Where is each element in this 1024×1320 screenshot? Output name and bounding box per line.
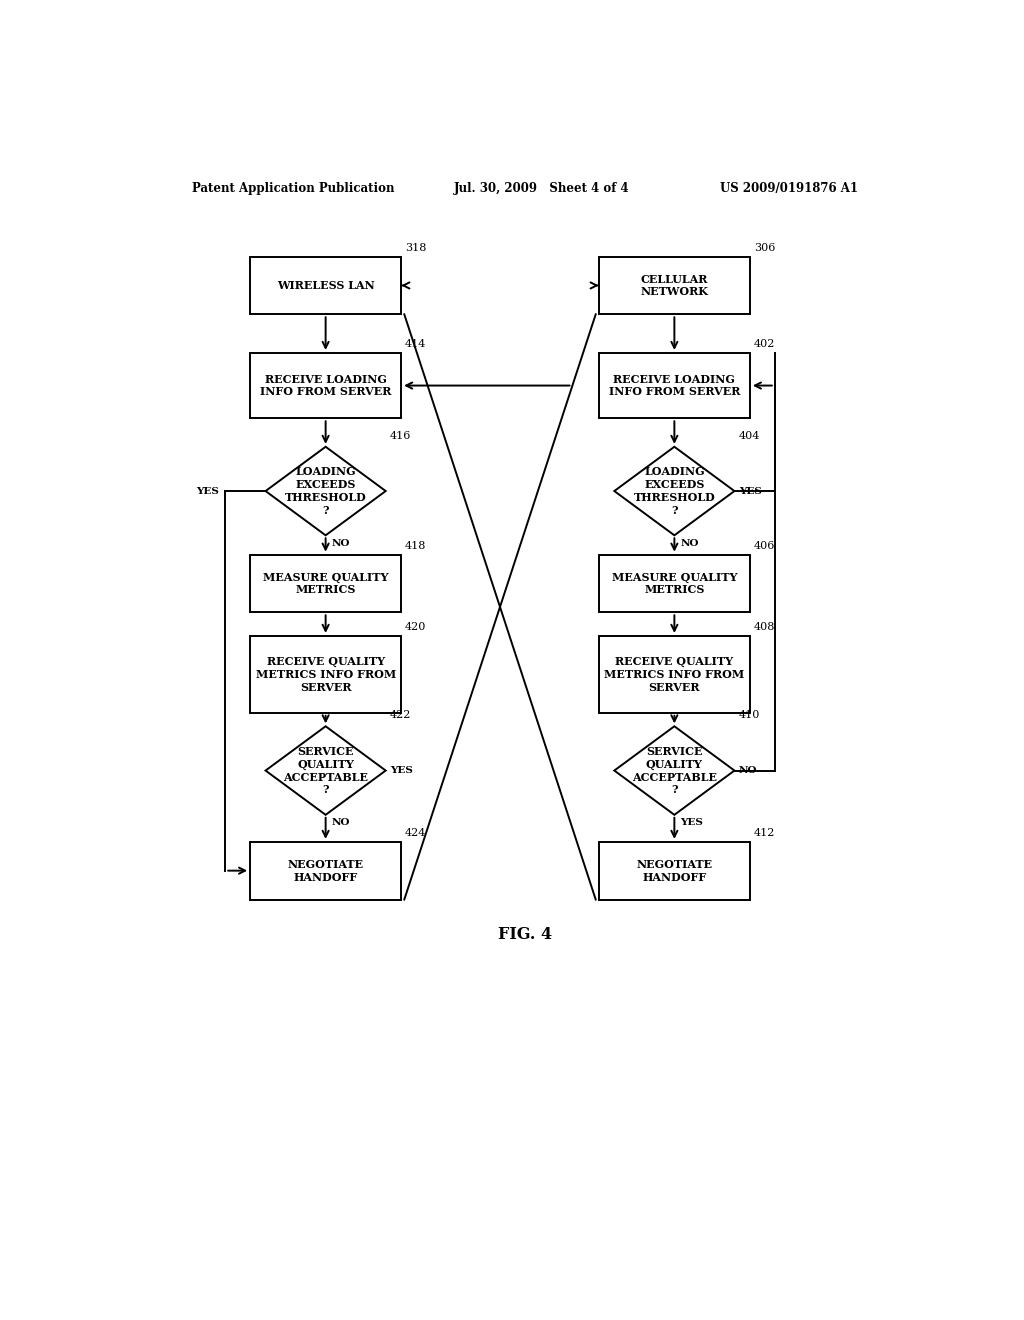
Text: NO: NO <box>332 539 350 548</box>
Text: WIRELESS LAN: WIRELESS LAN <box>276 280 375 290</box>
Text: MEASURE QUALITY
METRICS: MEASURE QUALITY METRICS <box>611 572 737 595</box>
Bar <box>599 256 750 314</box>
Text: 318: 318 <box>406 243 426 252</box>
Text: 420: 420 <box>406 622 426 632</box>
Text: Jul. 30, 2009   Sheet 4 of 4: Jul. 30, 2009 Sheet 4 of 4 <box>454 182 629 194</box>
Bar <box>599 352 750 418</box>
Text: SERVICE
QUALITY
ACCEPTABLE
?: SERVICE QUALITY ACCEPTABLE ? <box>283 746 368 796</box>
Text: 406: 406 <box>754 541 775 550</box>
Text: 404: 404 <box>738 430 760 441</box>
Text: LOADING
EXCEEDS
THRESHOLD
?: LOADING EXCEEDS THRESHOLD ? <box>634 466 715 516</box>
Text: 422: 422 <box>389 710 411 721</box>
Text: NEGOTIATE
HANDOFF: NEGOTIATE HANDOFF <box>288 859 364 883</box>
Text: MEASURE QUALITY
METRICS: MEASURE QUALITY METRICS <box>263 572 388 595</box>
Text: FIG. 4: FIG. 4 <box>498 927 552 944</box>
Text: LOADING
EXCEEDS
THRESHOLD
?: LOADING EXCEEDS THRESHOLD ? <box>285 466 367 516</box>
Bar <box>250 352 401 418</box>
Text: 402: 402 <box>754 339 775 348</box>
Text: 408: 408 <box>754 622 775 632</box>
Text: SERVICE
QUALITY
ACCEPTABLE
?: SERVICE QUALITY ACCEPTABLE ? <box>632 746 717 796</box>
Text: RECEIVE QUALITY
METRICS INFO FROM
SERVER: RECEIVE QUALITY METRICS INFO FROM SERVER <box>604 656 744 693</box>
Text: NO: NO <box>332 818 350 828</box>
Text: YES: YES <box>681 818 703 828</box>
Text: YES: YES <box>739 487 762 495</box>
Bar <box>250 842 401 899</box>
Bar <box>250 256 401 314</box>
Text: 424: 424 <box>406 828 426 838</box>
Text: Patent Application Publication: Patent Application Publication <box>191 182 394 194</box>
Text: US 2009/0191876 A1: US 2009/0191876 A1 <box>720 182 858 194</box>
Text: 416: 416 <box>389 430 411 441</box>
Text: 418: 418 <box>406 541 426 550</box>
Bar <box>250 554 401 612</box>
Bar <box>599 842 750 899</box>
Text: NEGOTIATE
HANDOFF: NEGOTIATE HANDOFF <box>636 859 713 883</box>
Bar <box>599 554 750 612</box>
Text: CELLULAR
NETWORK: CELLULAR NETWORK <box>640 273 709 297</box>
Text: RECEIVE LOADING
INFO FROM SERVER: RECEIVE LOADING INFO FROM SERVER <box>260 374 391 397</box>
Text: 306: 306 <box>754 243 775 252</box>
Text: NO: NO <box>739 766 758 775</box>
Text: RECEIVE LOADING
INFO FROM SERVER: RECEIVE LOADING INFO FROM SERVER <box>608 374 740 397</box>
Text: 414: 414 <box>406 339 426 348</box>
Text: 410: 410 <box>738 710 760 721</box>
Text: NO: NO <box>681 539 699 548</box>
Text: 412: 412 <box>754 828 775 838</box>
Bar <box>599 636 750 713</box>
Text: YES: YES <box>390 766 414 775</box>
Text: RECEIVE QUALITY
METRICS INFO FROM
SERVER: RECEIVE QUALITY METRICS INFO FROM SERVER <box>256 656 395 693</box>
Text: YES: YES <box>197 487 219 495</box>
Bar <box>250 636 401 713</box>
